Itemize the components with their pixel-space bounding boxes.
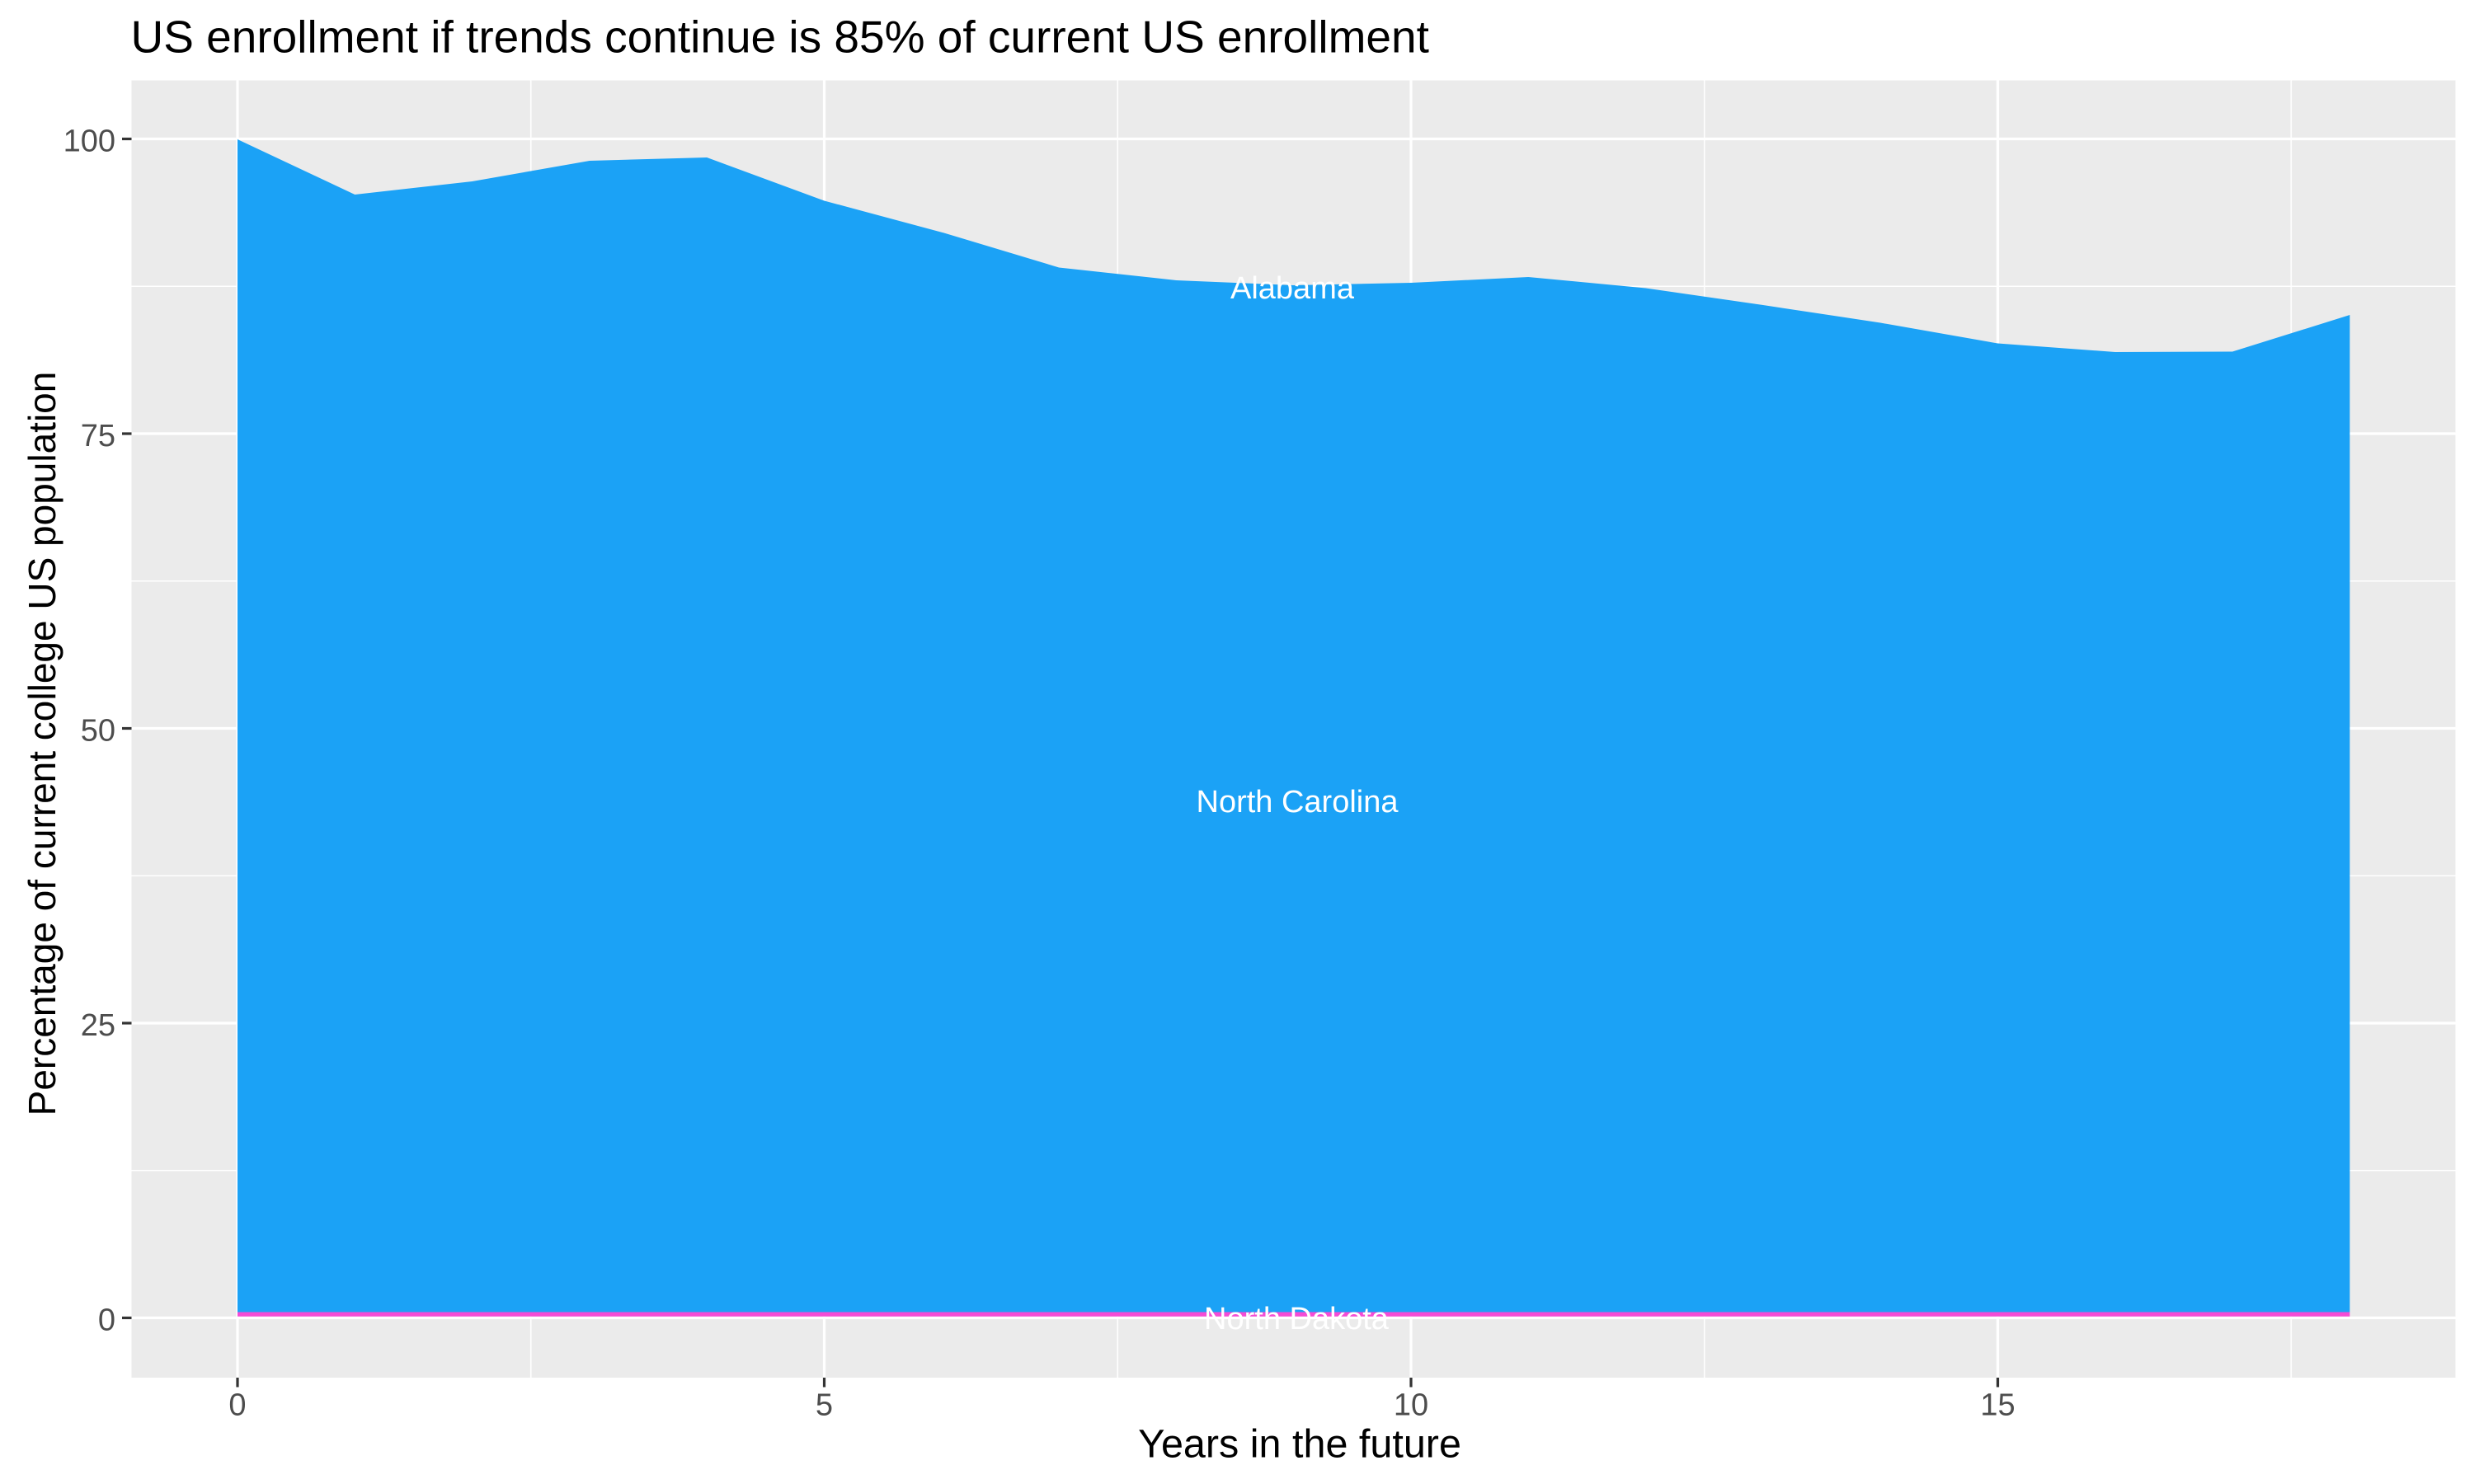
svg-text:US enrollment if trends contin: US enrollment if trends continue is 85% … [131,12,1429,63]
svg-text:Percentage of current college: Percentage of current college US populat… [21,372,63,1116]
svg-text:50: 50 [81,714,115,749]
svg-text:100: 100 [63,124,115,159]
svg-text:75: 75 [81,419,115,453]
svg-text:0: 0 [228,1388,246,1423]
svg-text:0: 0 [98,1303,115,1338]
svg-text:10: 10 [1394,1388,1428,1423]
svg-text:Years in the future: Years in the future [1138,1422,1461,1467]
svg-text:15: 15 [1980,1388,2015,1423]
svg-text:North Carolina: North Carolina [1197,785,1399,819]
svg-text:5: 5 [816,1388,833,1423]
svg-text:Alabama: Alabama [1230,271,1355,306]
svg-text:25: 25 [81,1008,115,1043]
svg-text:North Dakota: North Dakota [1204,1302,1390,1336]
